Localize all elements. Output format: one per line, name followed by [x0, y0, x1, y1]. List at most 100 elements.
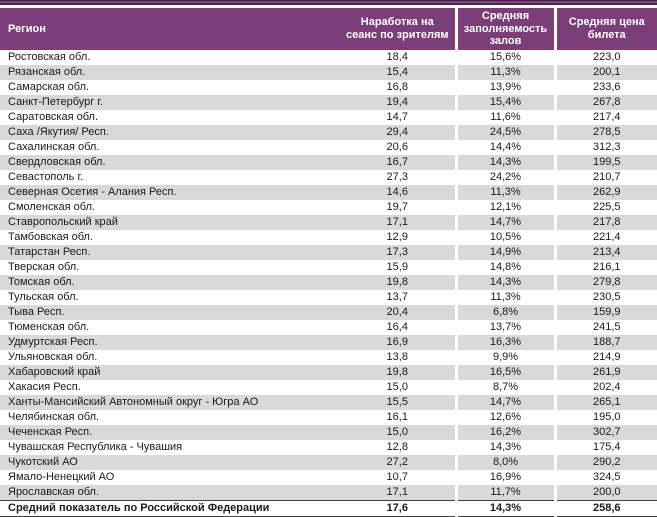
- occupancy-cell: 8,7%: [454, 379, 555, 395]
- table-header: Регион Наработка на сеанс по зрителям Ср…: [0, 8, 657, 50]
- regions-cinema-stats-table: Регион Наработка на сеанс по зрителям Ср…: [0, 8, 657, 517]
- occupancy-cell: 11,3%: [454, 184, 555, 200]
- table-row: Тульская обл. 13,7 11,3% 230,5: [0, 289, 657, 305]
- table-row: Смоленская обл. 19,7 12,1% 225,5: [0, 199, 657, 215]
- sessions-per-viewer-cell: 27,2: [340, 454, 456, 470]
- occupancy-cell: 16,9%: [454, 469, 555, 485]
- column-header-region: Регион: [0, 8, 340, 50]
- occupancy-cell: 14,4%: [454, 139, 555, 155]
- occupancy-cell: 13,7%: [454, 319, 555, 335]
- ticket-price-cell: 200,1: [553, 64, 657, 80]
- ticket-price-cell: 324,5: [553, 469, 657, 485]
- sessions-per-viewer-cell: 15,0: [340, 424, 456, 440]
- sessions-per-viewer-cell: 16,9: [340, 334, 456, 350]
- table-row: Татарстан Респ. 17,3 14,9% 213,4: [0, 244, 657, 260]
- table-row: Ульяновская обл. 13,8 9,9% 214,9: [0, 349, 657, 365]
- region-cell: Сахалинская обл.: [8, 140, 100, 153]
- occupancy-cell: 14,3%: [454, 439, 555, 455]
- occupancy-cell: 16,2%: [454, 424, 555, 440]
- sessions-per-viewer-cell: 19,4: [340, 94, 456, 110]
- table-row: Тверская обл. 15,9 14,8% 216,1: [0, 259, 657, 275]
- ticket-price-cell: 267,8: [553, 94, 657, 110]
- ticket-price-cell: 261,9: [553, 364, 657, 380]
- table-row: Тюменская обл. 16,4 13,7% 241,5: [0, 319, 657, 335]
- table-row: Рязанская обл. 15,4 11,3% 200,1: [0, 64, 657, 80]
- header-row: Регион Наработка на сеанс по зрителям Ср…: [0, 8, 657, 50]
- sessions-per-viewer-cell: 12,8: [386, 440, 408, 453]
- occupancy-cell: 12,1%: [454, 199, 555, 215]
- ticket-price-cell: 312,3: [553, 139, 657, 155]
- summary-row: Средний показатель по Российской Федерац…: [0, 499, 657, 517]
- ticket-price-cell: 159,9: [553, 304, 657, 320]
- region-cell: Чукотский АО: [0, 454, 340, 470]
- region-cell: Хакасия Респ.: [8, 380, 81, 393]
- region-cell: Тверская обл.: [8, 260, 80, 273]
- summary-occupancy-value: 14,3%: [454, 499, 555, 517]
- occupancy-cell: 10,5%: [454, 229, 555, 245]
- ticket-price-cell: 241,5: [553, 319, 657, 335]
- table-row: Чукотский АО 27,2 8,0% 290,2: [0, 454, 657, 470]
- region-cell: Смоленская обл.: [8, 200, 96, 213]
- sessions-per-viewer-cell: 10,7: [386, 470, 408, 483]
- ticket-price-cell: 279,8: [553, 274, 657, 290]
- ticket-price-cell: 202,4: [553, 379, 657, 395]
- ticket-price-cell: 225,5: [553, 199, 657, 215]
- region-cell: Ульяновская обл.: [8, 350, 98, 363]
- ticket-price-cell: 265,1: [553, 394, 657, 410]
- sessions-per-viewer-cell: 20,4: [340, 304, 456, 320]
- region-cell: Чеченская Респ.: [0, 424, 340, 440]
- sessions-per-viewer-cell: 16,8: [386, 80, 408, 93]
- region-cell: Томская обл.: [0, 274, 340, 290]
- occupancy-cell: 15,4%: [454, 94, 555, 110]
- ticket-price-cell: 278,5: [553, 124, 657, 140]
- table-row: Севастополь г. 27,3 24,2% 210,7: [0, 169, 657, 185]
- table-row: Тамбовская обл. 12,9 10,5% 221,4: [0, 229, 657, 245]
- ticket-price-cell: 221,4: [553, 229, 657, 245]
- occupancy-cell: 8,0%: [454, 454, 555, 470]
- summary-sessions-value: 17,6: [340, 499, 456, 517]
- table-row: Ростовская обл. 18,4 15,6% 223,0: [0, 49, 657, 65]
- table-row: Чеченская Респ. 15,0 16,2% 302,7: [0, 424, 657, 440]
- occupancy-cell: 14,7%: [454, 394, 555, 410]
- sessions-per-viewer-cell: 13,7: [386, 290, 408, 303]
- ticket-price-cell: 223,0: [553, 49, 657, 65]
- sessions-per-viewer-cell: 14,7: [386, 110, 408, 123]
- sessions-per-viewer-cell: 16,7: [340, 154, 456, 170]
- table-row: Саха /Якутия/ Респ. 29,4 24,5% 278,5: [0, 124, 657, 140]
- region-cell: Самарская обл.: [8, 80, 90, 93]
- sessions-per-viewer-cell: 15,4: [340, 64, 456, 80]
- sessions-per-viewer-cell: 15,9: [386, 260, 408, 273]
- ticket-price-cell: 290,2: [553, 454, 657, 470]
- column-header-sessions-per-viewer: Наработка на сеанс по зрителям: [340, 8, 456, 50]
- table-row: Ставропольский край 17,1 14,7% 217,8: [0, 214, 657, 230]
- sessions-per-viewer-cell: 20,6: [386, 140, 408, 153]
- top-accent-bar: [0, 0, 657, 5]
- region-cell: Свердловская обл.: [0, 154, 340, 170]
- region-cell: Санкт-Петербург г.: [0, 94, 340, 110]
- table-row: Хакасия Респ. 15,0 8,7% 202,4: [0, 379, 657, 395]
- occupancy-cell: 14,8%: [454, 259, 555, 275]
- region-cell: Саратовская обл.: [8, 110, 99, 123]
- table-footer: Средний показатель по Российской Федерац…: [0, 499, 657, 517]
- table-body: Ростовская обл. 18,4 15,6% 223,0 Рязанская о…: [0, 49, 657, 500]
- occupancy-cell: 14,9%: [454, 244, 555, 260]
- ticket-price-cell: 302,7: [553, 424, 657, 440]
- sessions-per-viewer-cell: 27,3: [386, 170, 408, 183]
- table-row: Северная Осетия - Алания Респ. 14,6 11,3% 2…: [0, 184, 657, 200]
- region-cell: Рязанская обл.: [0, 64, 340, 80]
- summary-price-value: 258,6: [553, 499, 657, 517]
- sessions-per-viewer-cell: 18,4: [386, 50, 408, 63]
- region-cell: Ярославская обл.: [0, 484, 340, 500]
- occupancy-cell: 14,7%: [454, 214, 555, 230]
- occupancy-cell: 6,8%: [454, 304, 555, 320]
- sessions-per-viewer-cell: 16,4: [386, 320, 408, 333]
- ticket-price-cell: 195,0: [553, 409, 657, 425]
- region-cell: Удмуртская Респ.: [0, 334, 340, 350]
- region-cell: Татарстан Респ.: [0, 244, 340, 260]
- sessions-per-viewer-cell: 14,6: [340, 184, 456, 200]
- sessions-per-viewer-cell: 17,1: [340, 214, 456, 230]
- region-cell: Чувашская Республика - Чувашия: [8, 440, 183, 453]
- table-row: Ханты-Мансийский Автономный округ - Югра…: [0, 394, 657, 410]
- table-row: Саратовская обл. 14,7 11,6% 217,4: [0, 109, 657, 125]
- table-row: Удмуртская Респ. 16,9 16,3% 188,7: [0, 334, 657, 350]
